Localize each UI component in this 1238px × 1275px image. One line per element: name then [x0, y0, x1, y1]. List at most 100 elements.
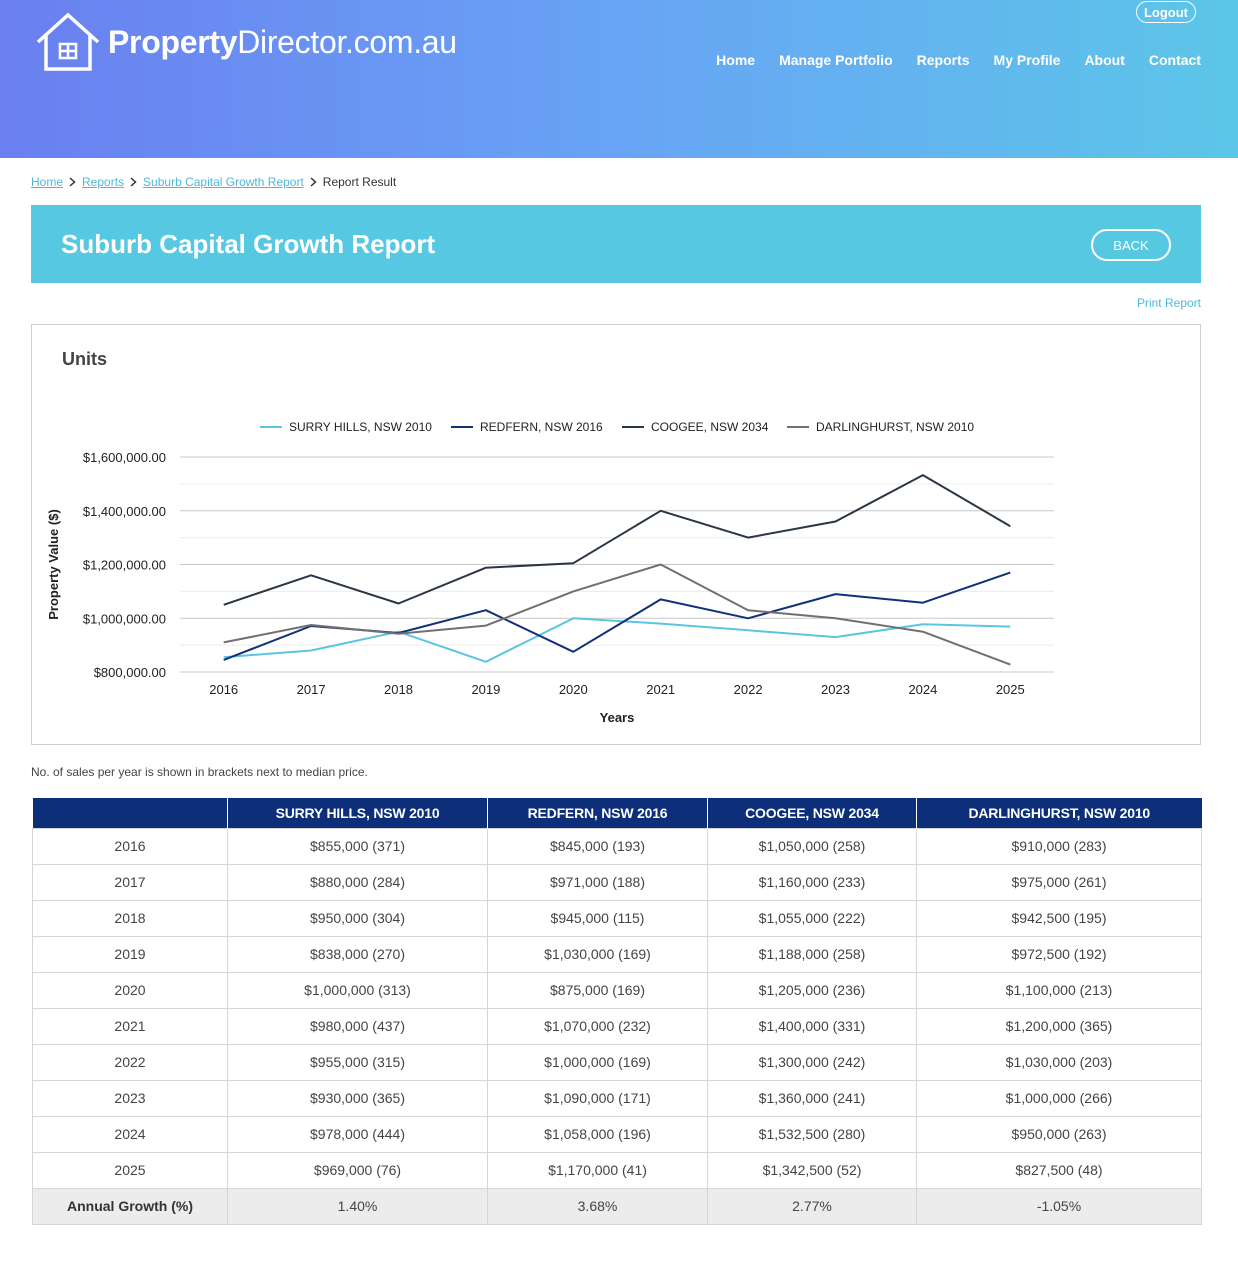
darlinghurst-cell: $1,100,000 (213) — [916, 971, 1202, 1009]
annual-growth-label: Annual Growth (%) — [32, 1187, 228, 1225]
x-tick-label: 2017 — [297, 682, 326, 697]
y-tick-label: $800,000.00 — [94, 665, 166, 680]
house-icon — [36, 12, 100, 71]
legend-label: COOGEE, NSW 2034 — [651, 420, 769, 434]
darlinghurst-cell: $1,000,000 (266) — [916, 1079, 1202, 1117]
header-cell-darlinghurst: DARLINGHURST, NSW 2010 — [916, 798, 1202, 828]
surry-hills-cell: $950,000 (304) — [227, 899, 488, 937]
surry-hills-cell: $980,000 (437) — [227, 1007, 488, 1045]
coogee-cell: $1,188,000 (258) — [707, 935, 917, 973]
x-tick-label: 2022 — [734, 682, 763, 697]
breadcrumb-home[interactable]: Home — [31, 175, 64, 189]
header-cell-surry-hills: SURRY HILLS, NSW 2010 — [227, 798, 488, 828]
redfern-cell: $845,000 (193) — [487, 827, 708, 865]
x-tick-label: 2024 — [908, 682, 937, 697]
redfern-cell: $1,058,000 (196) — [487, 1115, 708, 1153]
redfern-cell: $1,170,000 (41) — [487, 1151, 708, 1189]
logout-button[interactable]: Logout — [1136, 1, 1196, 23]
year-cell: 2016 — [32, 827, 228, 865]
coogee-cell: $1,205,000 (236) — [707, 971, 917, 1009]
nav-my-profile[interactable]: My Profile — [993, 52, 1061, 68]
header-cell-year — [32, 798, 228, 828]
year-cell: 2017 — [32, 863, 228, 901]
table-row: 2020 $1,000,000 (313) $875,000 (169) $1,205… — [32, 971, 1202, 1009]
surry-hills-cell: $955,000 (315) — [227, 1043, 488, 1081]
y-tick-label: $1,200,000.00 — [83, 558, 166, 573]
redfern-cell: $971,000 (188) — [487, 863, 708, 901]
table-row: 2021 $980,000 (437) $1,070,000 (232) $1,400… — [32, 1007, 1202, 1045]
y-tick-label: $1,000,000.00 — [83, 611, 166, 626]
series-line-2 — [223, 474, 1011, 606]
table-header-row: SURRY HILLS, NSW 2010 REDFERN, NSW 2016 … — [32, 798, 1202, 828]
growth-table: SURRY HILLS, NSW 2010 REDFERN, NSW 2016 … — [32, 798, 1202, 1225]
logo-text-rest: Director.com.au — [237, 23, 457, 60]
x-tick-label: 2025 — [996, 682, 1025, 697]
year-cell: 2019 — [32, 935, 228, 973]
print-report-link[interactable]: Print Report — [1136, 296, 1201, 310]
coogee-cell: $1,360,000 (241) — [707, 1079, 917, 1117]
chevron-right-icon — [69, 177, 76, 187]
surry-hills-cell: $880,000 (284) — [227, 863, 488, 901]
table-row: 2024 $978,000 (444) $1,058,000 (196) $1,532… — [32, 1115, 1202, 1153]
year-cell: 2023 — [32, 1079, 228, 1117]
series-line-3 — [223, 563, 1011, 666]
nav-home[interactable]: Home — [716, 52, 756, 68]
chevron-right-icon — [130, 177, 137, 187]
coogee-cell: $1,342,500 (52) — [707, 1151, 917, 1189]
surry-hills-cell: $838,000 (270) — [227, 935, 488, 973]
page-banner: Suburb Capital Growth Report BACK — [31, 205, 1201, 283]
surry-hills-cell: $969,000 (76) — [227, 1151, 488, 1189]
nav-manage-portfolio[interactable]: Manage Portfolio — [779, 52, 893, 68]
redfern-cell: $1,090,000 (171) — [487, 1079, 708, 1117]
year-cell: 2025 — [32, 1151, 228, 1189]
y-tick-label: $1,400,000.00 — [83, 504, 166, 519]
table-row: 2019 $838,000 (270) $1,030,000 (169) $1,188… — [32, 935, 1202, 973]
year-cell: 2020 — [32, 971, 228, 1009]
x-tick-label: 2016 — [209, 682, 238, 697]
annual-growth-value: 1.40% — [227, 1187, 488, 1225]
annual-growth-value: 2.77% — [707, 1187, 917, 1225]
header-cell-redfern: REDFERN, NSW 2016 — [487, 798, 708, 828]
surry-hills-cell: $855,000 (371) — [227, 827, 488, 865]
site-logo[interactable]: PropertyDirector.com.au — [36, 12, 457, 72]
legend-label: REDFERN, NSW 2016 — [480, 420, 603, 434]
main-nav: Home Manage Portfolio Reports My Profile… — [716, 52, 1201, 68]
x-tick-label: 2023 — [821, 682, 850, 697]
back-button[interactable]: BACK — [1091, 229, 1171, 261]
annual-growth-row: Annual Growth (%) 1.40% 3.68% 2.77% -1.05% — [32, 1187, 1202, 1225]
redfern-cell: $945,000 (115) — [487, 899, 708, 937]
year-cell: 2021 — [32, 1007, 228, 1045]
x-tick-label: 2018 — [384, 682, 413, 697]
darlinghurst-cell: $1,030,000 (203) — [916, 1043, 1202, 1081]
redfern-cell: $1,000,000 (169) — [487, 1043, 708, 1081]
darlinghurst-cell: $1,200,000 (365) — [916, 1007, 1202, 1045]
redfern-cell: $1,030,000 (169) — [487, 935, 708, 973]
breadcrumb: Home Reports Suburb Capital Growth Repor… — [31, 175, 396, 189]
table-row: 2022 $955,000 (315) $1,000,000 (169) $1,300… — [32, 1043, 1202, 1081]
coogee-cell: $1,532,500 (280) — [707, 1115, 917, 1153]
coogee-cell: $1,160,000 (233) — [707, 863, 917, 901]
nav-reports[interactable]: Reports — [916, 52, 970, 68]
nav-about[interactable]: About — [1084, 52, 1125, 68]
year-cell: 2024 — [32, 1115, 228, 1153]
logo-text: PropertyDirector.com.au — [108, 24, 457, 61]
x-tick-label: 2020 — [559, 682, 588, 697]
breadcrumb-reports[interactable]: Reports — [82, 175, 125, 189]
darlinghurst-cell: $950,000 (263) — [916, 1115, 1202, 1153]
series-line-0 — [223, 617, 1011, 663]
header-cell-coogee: COOGEE, NSW 2034 — [707, 798, 917, 828]
redfern-cell: $1,070,000 (232) — [487, 1007, 708, 1045]
chevron-right-icon — [310, 177, 317, 187]
nav-contact[interactable]: Contact — [1148, 52, 1201, 68]
breadcrumb-current: Report Result — [322, 175, 397, 189]
table-row: 2025 $969,000 (76) $1,170,000 (41) $1,342,5… — [32, 1151, 1202, 1189]
coogee-cell: $1,300,000 (242) — [707, 1043, 917, 1081]
page-title: Suburb Capital Growth Report — [61, 228, 436, 259]
annual-growth-value: -1.05% — [916, 1187, 1202, 1225]
surry-hills-cell: $978,000 (444) — [227, 1115, 488, 1153]
darlinghurst-cell: $942,500 (195) — [916, 899, 1202, 937]
logo-text-bold: Property — [108, 23, 238, 60]
darlinghurst-cell: $910,000 (283) — [916, 827, 1202, 865]
line-chart: $1,600,000.00 $1,400,000.00 $1,200,000.00 $… — [46, 420, 1054, 725]
breadcrumb-suburb-report[interactable]: Suburb Capital Growth Report — [143, 175, 304, 189]
